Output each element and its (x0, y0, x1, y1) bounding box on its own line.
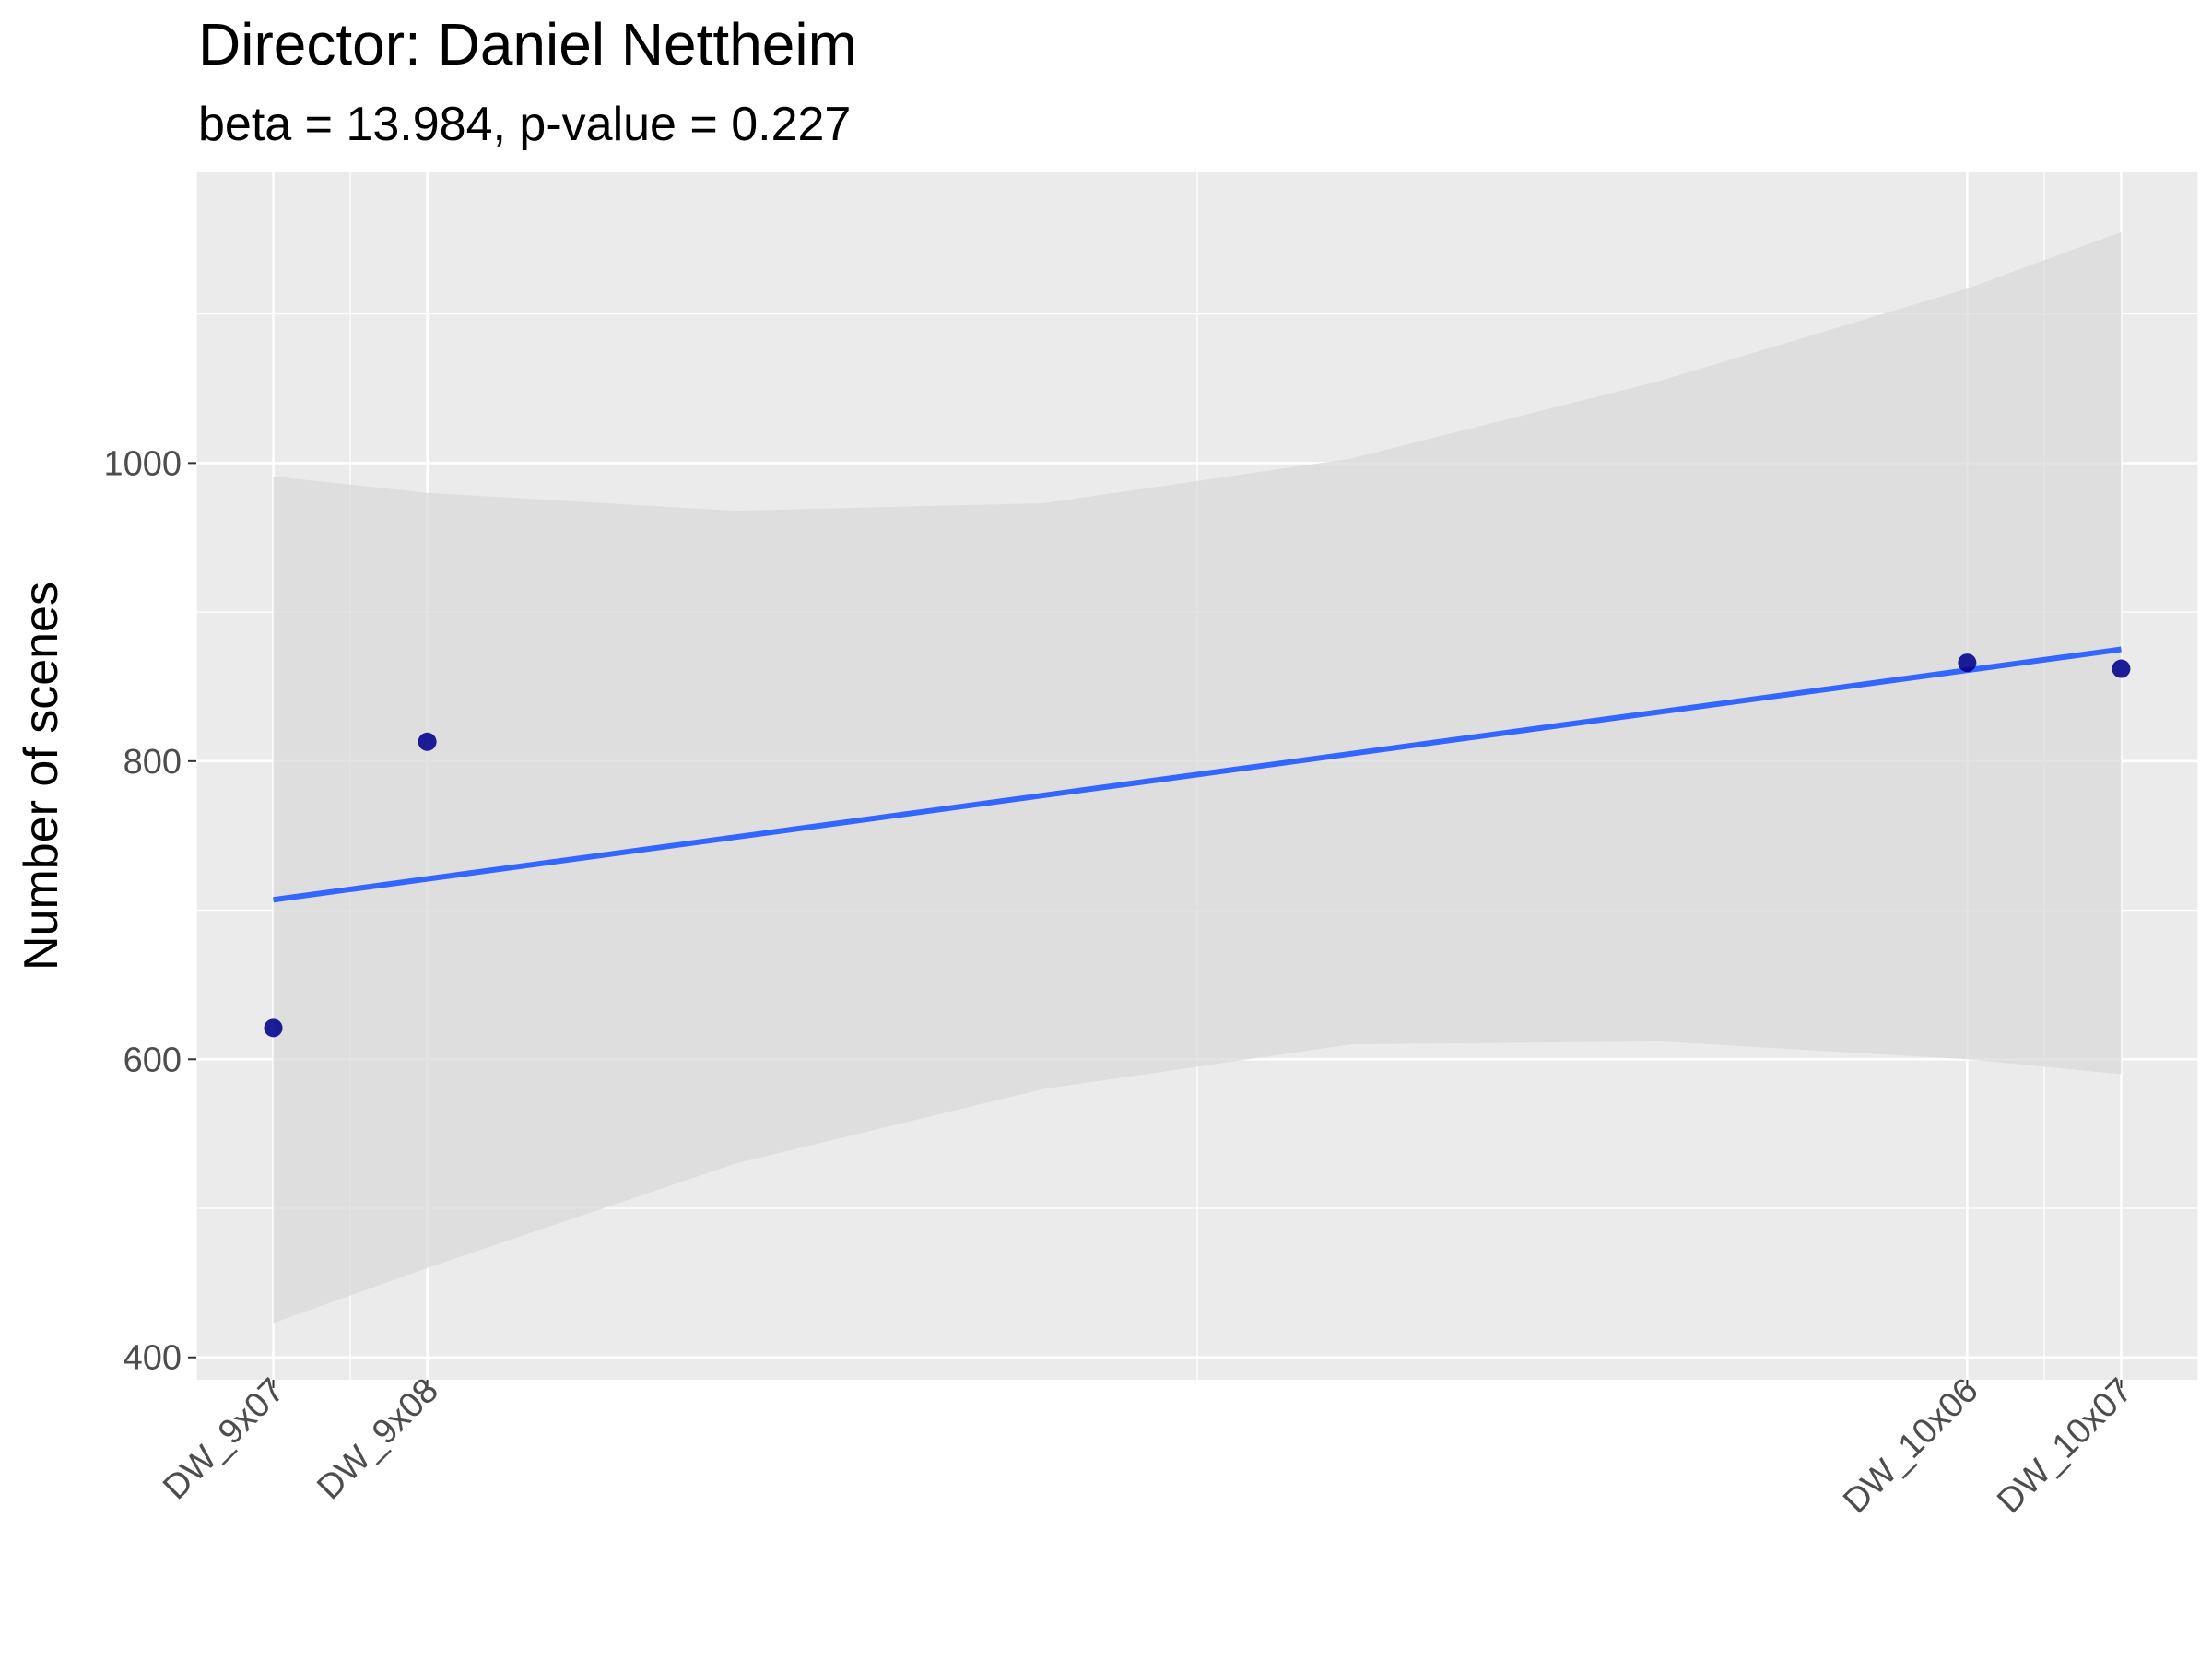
x-tick-label: DW_10x06 (1836, 1371, 1986, 1522)
data-point (2112, 659, 2131, 678)
regression-line (273, 646, 2122, 903)
x-tick-label: DW_10x07 (1990, 1371, 2140, 1522)
data-point (1958, 653, 1977, 673)
confidence-band (273, 231, 2122, 1324)
chart-title: Director: Daniel Nettheim (198, 11, 857, 77)
data-points (264, 653, 2131, 1038)
confidence-band-area (273, 231, 2122, 1324)
data-point (418, 732, 437, 751)
data-point (264, 1018, 283, 1038)
chart-subtitle: beta = 13.984, p-value = 0.227 (198, 98, 851, 151)
y-axis-label: Number of scenes (15, 582, 68, 971)
y-tick-label: 1000 (103, 444, 182, 483)
y-tick-label: 400 (124, 1339, 182, 1378)
x-tick-label: DW_9x08 (310, 1371, 446, 1508)
y-tick-label: 600 (124, 1041, 182, 1079)
y-tick-label: 800 (124, 743, 182, 782)
x-tick-label: DW_9x07 (156, 1371, 292, 1508)
fit-line (273, 646, 2122, 903)
